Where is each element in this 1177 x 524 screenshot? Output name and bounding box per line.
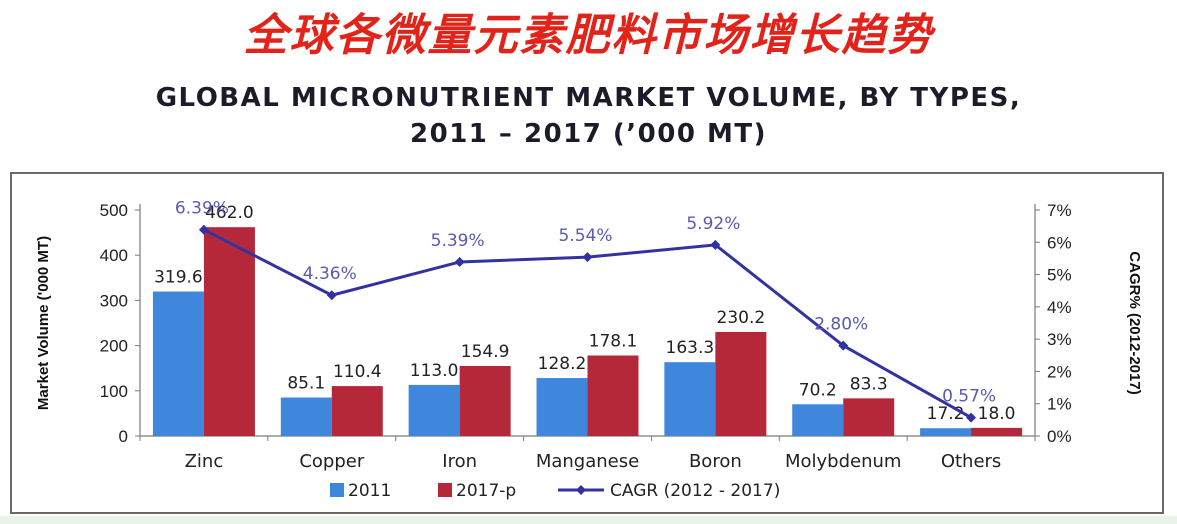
category-label: Zinc bbox=[185, 451, 224, 472]
chart-canvas: 0 100 200 300 400 500 0% 1% 2% 3% 4% 5% 6% 7% Market V… bbox=[35, 199, 1143, 501]
data-label-2011: 70.2 bbox=[799, 380, 837, 400]
data-label-2011: 319.6 bbox=[154, 268, 203, 288]
right-tick-label: 7% bbox=[1047, 201, 1072, 220]
cagr-point bbox=[838, 340, 849, 351]
cagr-label: 5.92% bbox=[686, 214, 740, 234]
left-tick-label: 400 bbox=[100, 246, 128, 265]
bar-2011-iron bbox=[408, 384, 460, 436]
data-label-2011: 163.3 bbox=[666, 338, 715, 358]
cagr-label: 4.36% bbox=[303, 264, 357, 284]
data-label-2017: 18.0 bbox=[978, 404, 1016, 424]
right-tick-label: 0% bbox=[1047, 427, 1072, 446]
cagr-point bbox=[966, 412, 977, 423]
chinese-title: 全球各微量元素肥料市场增长趋势 bbox=[243, 10, 934, 61]
bar-2017-manganese bbox=[587, 355, 639, 436]
cagr-label: 6.39% bbox=[175, 199, 229, 219]
cagr-label: 2.80% bbox=[814, 315, 868, 335]
left-tick-label: 500 bbox=[100, 201, 128, 220]
bottom-strip bbox=[0, 516, 1177, 524]
data-label-2017: 462.0 bbox=[205, 203, 254, 223]
chart-title: GLOBAL MICRONUTRIENT MARKET VOLUME, BY T… bbox=[0, 80, 1177, 152]
data-label-2017: 83.3 bbox=[850, 374, 888, 394]
bar-2017-iron bbox=[459, 365, 511, 436]
data-label-2017: 154.9 bbox=[461, 342, 510, 362]
right-tick-label: 2% bbox=[1047, 362, 1072, 381]
cagr-label: 5.39% bbox=[431, 231, 485, 251]
bar-2017-boron bbox=[715, 331, 767, 436]
category-label: Copper bbox=[299, 451, 365, 472]
data-label-2011: 128.2 bbox=[538, 354, 587, 374]
legend-swatch-2017 bbox=[438, 483, 452, 497]
category-label: Boron bbox=[689, 451, 742, 472]
legend-label-2011: 2011 bbox=[348, 481, 391, 501]
data-label-2011: 85.1 bbox=[287, 374, 325, 394]
bar-2017-zinc bbox=[203, 227, 255, 436]
data-label-2011: 17.2 bbox=[927, 404, 965, 424]
right-tick-label: 4% bbox=[1047, 298, 1072, 317]
cagr-label: 5.54% bbox=[558, 226, 612, 246]
bar-2011-molybdenum bbox=[792, 404, 844, 436]
legend-marker-cagr bbox=[576, 485, 586, 495]
cagr-point bbox=[582, 252, 593, 263]
legend-label-2017: 2017-p bbox=[456, 481, 516, 501]
left-tick-label: 100 bbox=[100, 382, 128, 401]
data-label-2017: 110.4 bbox=[333, 362, 382, 382]
category-label: Molybdenum bbox=[785, 451, 901, 472]
right-tick-label: 3% bbox=[1047, 330, 1072, 349]
right-tick-label: 1% bbox=[1047, 395, 1072, 414]
cagr-point bbox=[454, 256, 465, 267]
left-tick-label: 200 bbox=[100, 337, 128, 356]
cagr-label: 0.57% bbox=[942, 387, 996, 407]
y2-axis-label: CAGR% (2012-2017) bbox=[1126, 251, 1143, 394]
legend-label-cagr: CAGR (2012 - 2017) bbox=[610, 481, 780, 501]
left-tick-label: 0 bbox=[119, 427, 128, 446]
category-label: Manganese bbox=[536, 451, 639, 472]
bar-2011-zinc bbox=[152, 291, 204, 436]
bar-2011-others bbox=[920, 428, 972, 436]
cagr-point bbox=[326, 290, 337, 301]
bar-2011-manganese bbox=[536, 378, 588, 436]
y-axis-label: Market Volume ('000 MT) bbox=[35, 236, 52, 410]
bar-2017-others bbox=[971, 427, 1023, 436]
left-tick-label: 300 bbox=[100, 291, 128, 310]
chart-frame: 0 100 200 300 400 500 0% 1% 2% 3% 4% 5% 6% 7% Market V… bbox=[10, 172, 1164, 514]
right-tick-label: 6% bbox=[1047, 233, 1072, 252]
right-tick-label: 5% bbox=[1047, 266, 1072, 285]
legend-swatch-2011 bbox=[330, 483, 344, 497]
chart-title-line-1: GLOBAL MICRONUTRIENT MARKET VOLUME, BY T… bbox=[155, 83, 1022, 113]
data-label-2017: 230.2 bbox=[717, 308, 766, 328]
category-label: Others bbox=[941, 451, 1002, 472]
chart-subtitle: 2011 – 2017 (’000 MT) bbox=[410, 119, 767, 149]
bar-2011-boron bbox=[664, 362, 716, 436]
category-label: Iron bbox=[442, 451, 477, 472]
bar-2011-copper bbox=[280, 397, 332, 436]
data-label-2017: 178.1 bbox=[589, 331, 638, 351]
bar-2017-copper bbox=[331, 386, 383, 436]
cagr-point bbox=[710, 239, 721, 250]
data-label-2011: 113.0 bbox=[410, 361, 459, 381]
cagr-point bbox=[198, 224, 209, 235]
bar-2017-molybdenum bbox=[843, 398, 895, 436]
